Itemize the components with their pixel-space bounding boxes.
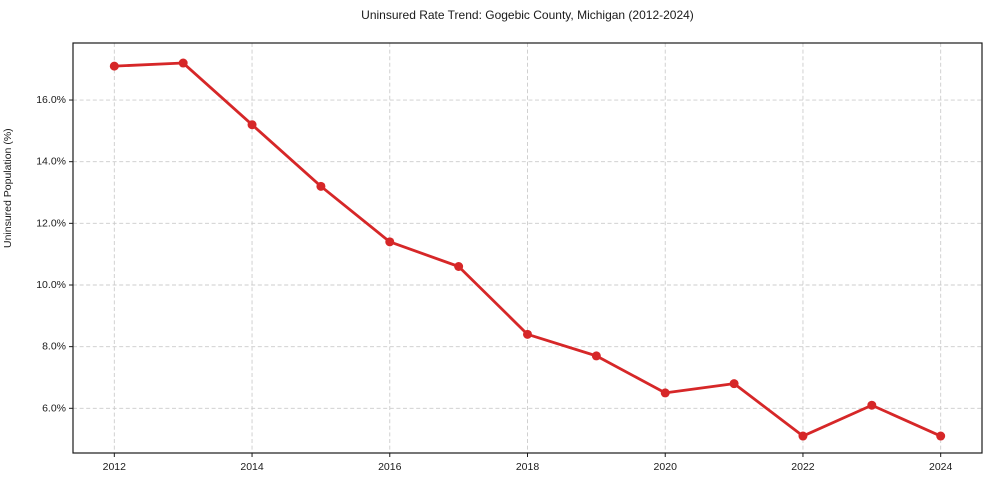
y-tick-label: 14.0% — [36, 156, 66, 168]
data-point — [591, 351, 601, 361]
y-tick-label: 10.0% — [36, 279, 66, 291]
x-tick-label: 2018 — [516, 461, 540, 473]
x-tick-label: 2016 — [378, 461, 402, 473]
data-point — [798, 431, 808, 441]
x-tick-label: 2020 — [654, 461, 678, 473]
chart-title: Uninsured Rate Trend: Gogebic County, Mi… — [361, 8, 694, 22]
data-point — [385, 237, 395, 247]
y-tick-label: 8.0% — [42, 341, 66, 353]
y-tick-label: 12.0% — [36, 217, 66, 229]
data-point — [454, 261, 464, 271]
y-tick-label: 16.0% — [36, 94, 66, 106]
x-tick-label: 2014 — [240, 461, 264, 473]
x-tick-label: 2012 — [103, 461, 127, 473]
data-point — [178, 58, 188, 68]
data-point — [936, 431, 946, 441]
x-tick-label: 2024 — [929, 461, 953, 473]
x-tick-label: 2022 — [791, 461, 815, 473]
data-point — [660, 388, 670, 398]
data-point — [729, 379, 739, 389]
plot-border — [72, 42, 983, 454]
data-point — [867, 400, 877, 410]
data-point — [316, 181, 326, 191]
data-point — [523, 329, 532, 339]
data-point — [109, 61, 119, 71]
data-point — [247, 120, 257, 130]
y-tick-label: 6.0% — [42, 402, 66, 414]
